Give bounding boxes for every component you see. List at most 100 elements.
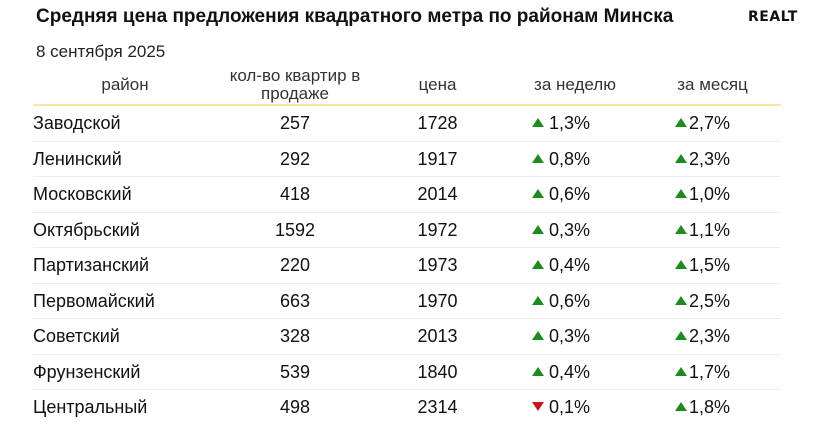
table-row: Московский 418 2014 0,6% 1,0% bbox=[0, 177, 830, 213]
triangle-up-icon bbox=[675, 366, 687, 376]
week-change: 0,3% bbox=[532, 220, 590, 241]
week-change-value: 0,3% bbox=[549, 326, 591, 346]
table-row: Первомайский 663 1970 0,6% 2,5% bbox=[0, 284, 830, 319]
month-change-value: 1,7% bbox=[689, 361, 731, 382]
triangle-up-icon bbox=[532, 153, 544, 163]
month-change: 1,7% bbox=[675, 362, 730, 383]
listing-count: 292 bbox=[279, 148, 311, 169]
price-value: 2014 bbox=[417, 184, 458, 204]
week-change-value: 0,4% bbox=[549, 361, 591, 382]
table-row: Заводской 257 1728 1,3% 2,7% bbox=[0, 106, 830, 142]
row-divider bbox=[33, 282, 781, 284]
district-name: Советский bbox=[33, 326, 120, 346]
price-value: 1728 bbox=[417, 113, 458, 133]
triangle-up-icon bbox=[675, 189, 687, 198]
chart-title: Средняя цена предложения квадратного мет… bbox=[36, 6, 674, 27]
table-row: Октябрьский 1592 1972 0,3% 1,1% bbox=[0, 213, 830, 248]
listing-count: 663 bbox=[279, 290, 311, 311]
realt-logo: REALT bbox=[748, 9, 798, 25]
month-change-value: 1,1% bbox=[689, 219, 731, 240]
week-change: 0,4% bbox=[532, 255, 590, 276]
listing-count: 1592 bbox=[274, 219, 316, 240]
triangle-up-icon bbox=[532, 366, 544, 376]
row-divider bbox=[33, 211, 781, 213]
table-header: район кол-во квартир в продаже цена за н… bbox=[0, 64, 830, 104]
price-value: 2314 bbox=[417, 397, 458, 417]
listing-count: 498 bbox=[279, 397, 311, 417]
row-divider bbox=[33, 389, 781, 390]
header-count: кол-во квартир в продаже bbox=[229, 66, 361, 103]
triangle-down-icon bbox=[532, 402, 544, 411]
price-value: 1840 bbox=[417, 361, 458, 382]
listing-count: 418 bbox=[279, 184, 311, 204]
triangle-up-icon bbox=[675, 118, 687, 127]
week-change: 1,3% bbox=[532, 113, 590, 134]
triangle-up-icon bbox=[675, 224, 687, 234]
month-change-value: 1,0% bbox=[689, 184, 731, 204]
header-month: за месяц bbox=[677, 75, 748, 94]
district-name: Октябрьский bbox=[33, 219, 140, 240]
month-change-value: 2,3% bbox=[689, 148, 731, 169]
week-change-value: 0,8% bbox=[549, 148, 591, 169]
week-change-value: 0,4% bbox=[549, 255, 591, 275]
month-change: 2,7% bbox=[675, 113, 730, 134]
district-name: Заводской bbox=[33, 113, 121, 133]
district-name: Центральный bbox=[33, 397, 148, 417]
chart-date: 8 сентября 2025 bbox=[36, 42, 166, 61]
week-change-value: 0,6% bbox=[549, 184, 591, 204]
month-change: 2,3% bbox=[675, 326, 730, 347]
price-value: 1973 bbox=[417, 255, 458, 275]
listing-count: 328 bbox=[279, 326, 311, 346]
week-change: 0,6% bbox=[532, 291, 590, 312]
district-name: Ленинский bbox=[33, 148, 122, 169]
week-change-value: 1,3% bbox=[549, 113, 591, 133]
triangle-up-icon bbox=[532, 295, 544, 305]
row-divider bbox=[33, 318, 781, 319]
month-change: 1,0% bbox=[675, 184, 730, 205]
week-change-value: 0,1% bbox=[549, 397, 591, 417]
row-divider bbox=[33, 247, 781, 248]
district-name: Фрунзенский bbox=[33, 361, 141, 382]
week-change: 0,3% bbox=[532, 326, 590, 347]
month-change-value: 1,8% bbox=[689, 397, 731, 417]
week-change: 0,8% bbox=[532, 149, 590, 170]
price-value: 1972 bbox=[417, 219, 458, 240]
triangle-up-icon bbox=[532, 260, 544, 269]
month-change: 1,8% bbox=[675, 397, 730, 418]
district-name: Московский bbox=[33, 184, 132, 204]
table-row: Советский 328 2013 0,3% 2,3% bbox=[0, 319, 830, 355]
triangle-up-icon bbox=[532, 118, 544, 127]
week-change: 0,6% bbox=[532, 184, 590, 205]
row-divider bbox=[33, 353, 781, 355]
month-change-value: 2,7% bbox=[689, 113, 731, 133]
row-divider bbox=[33, 140, 781, 142]
listing-count: 257 bbox=[279, 113, 311, 133]
month-change: 2,3% bbox=[675, 149, 730, 170]
triangle-up-icon bbox=[675, 153, 687, 163]
header-price: цена bbox=[418, 75, 457, 94]
table-row: Центральный 498 2314 0,1% 1,8% bbox=[0, 390, 830, 426]
triangle-up-icon bbox=[532, 331, 544, 340]
month-change: 2,5% bbox=[675, 291, 730, 312]
month-change-value: 1,5% bbox=[689, 255, 731, 275]
triangle-up-icon bbox=[675, 260, 687, 269]
triangle-up-icon bbox=[532, 224, 544, 234]
month-change: 1,5% bbox=[675, 255, 730, 276]
triangle-up-icon bbox=[675, 295, 687, 305]
district-name: Партизанский bbox=[33, 255, 150, 275]
triangle-up-icon bbox=[532, 189, 544, 198]
week-change: 0,1% bbox=[532, 397, 590, 418]
month-change-value: 2,5% bbox=[689, 290, 731, 311]
price-value: 2013 bbox=[417, 326, 458, 346]
price-value: 1917 bbox=[417, 148, 458, 169]
header-district: район bbox=[101, 75, 149, 94]
week-change-value: 0,6% bbox=[549, 290, 591, 311]
month-change-value: 2,3% bbox=[689, 326, 731, 346]
table-row: Ленинский 292 1917 0,8% 2,3% bbox=[0, 142, 830, 177]
week-change-value: 0,3% bbox=[549, 219, 591, 240]
district-name: Первомайский bbox=[33, 290, 155, 311]
triangle-up-icon bbox=[675, 402, 687, 411]
listing-count: 220 bbox=[279, 255, 311, 275]
table-row: Фрунзенский 539 1840 0,4% 1,7% bbox=[0, 355, 830, 390]
listing-count: 539 bbox=[279, 361, 311, 382]
